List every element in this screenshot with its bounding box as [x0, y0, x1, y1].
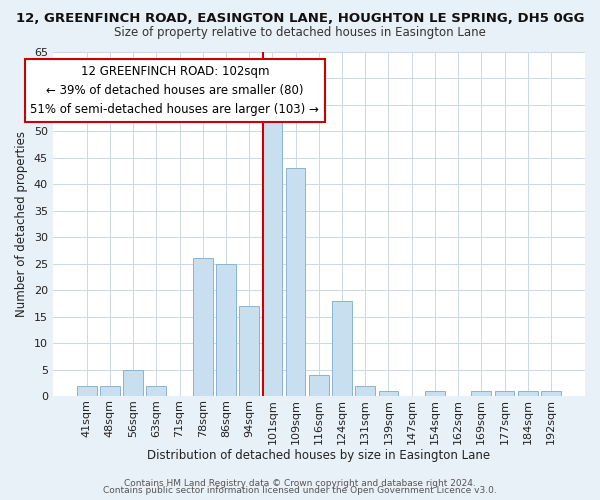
- Bar: [355, 386, 375, 396]
- Bar: [332, 300, 352, 396]
- Bar: [146, 386, 166, 396]
- Bar: [239, 306, 259, 396]
- Bar: [77, 386, 97, 396]
- Text: 12, GREENFINCH ROAD, EASINGTON LANE, HOUGHTON LE SPRING, DH5 0GG: 12, GREENFINCH ROAD, EASINGTON LANE, HOU…: [16, 12, 584, 26]
- Bar: [193, 258, 212, 396]
- Text: Contains public sector information licensed under the Open Government Licence v3: Contains public sector information licen…: [103, 486, 497, 495]
- Bar: [309, 375, 329, 396]
- Bar: [518, 391, 538, 396]
- Bar: [541, 391, 561, 396]
- Text: 12 GREENFINCH ROAD: 102sqm
← 39% of detached houses are smaller (80)
51% of semi: 12 GREENFINCH ROAD: 102sqm ← 39% of deta…: [31, 65, 319, 116]
- Text: Size of property relative to detached houses in Easington Lane: Size of property relative to detached ho…: [114, 26, 486, 39]
- Bar: [216, 264, 236, 396]
- Bar: [263, 115, 282, 396]
- Y-axis label: Number of detached properties: Number of detached properties: [15, 131, 28, 317]
- Bar: [123, 370, 143, 396]
- Bar: [425, 391, 445, 396]
- Bar: [286, 168, 305, 396]
- Bar: [100, 386, 120, 396]
- Bar: [494, 391, 514, 396]
- Bar: [379, 391, 398, 396]
- Bar: [472, 391, 491, 396]
- X-axis label: Distribution of detached houses by size in Easington Lane: Distribution of detached houses by size …: [147, 450, 490, 462]
- Text: Contains HM Land Registry data © Crown copyright and database right 2024.: Contains HM Land Registry data © Crown c…: [124, 478, 476, 488]
